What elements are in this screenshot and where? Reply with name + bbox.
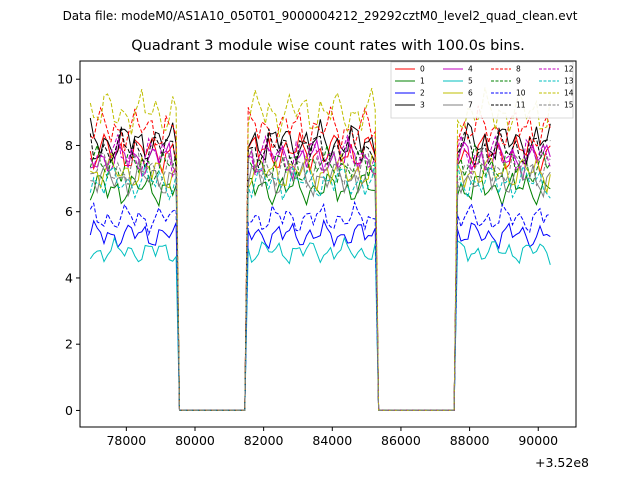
chart-title: Quadrant 3 module wise count rates with … [131,38,525,54]
y-tick-label: 4 [65,270,73,285]
y-axis: 0 2 4 6 8 10 [57,72,80,418]
legend-label: 2 [420,89,425,98]
series-line-15 [90,147,551,411]
legend-label: 3 [420,101,425,110]
x-axis: 78000 80000 82000 84000 86000 88000 90000 [106,427,558,448]
series-line-8 [89,105,551,411]
chart-suptitle: Data file: modeM0/AS1A10_050T01_90000042… [63,9,578,23]
series-line-2 [89,218,551,411]
legend-label: 15 [564,101,574,110]
x-tick-label: 78000 [106,433,146,448]
legend-label: 12 [564,65,574,74]
plot-lines [89,87,551,411]
axes-frame [79,60,577,428]
legend-label: 14 [564,89,574,98]
legend-label: 10 [516,89,526,98]
legend-label: 11 [516,101,526,110]
series-line-11 [89,125,551,411]
x-tick-label: 80000 [175,433,215,448]
y-tick-label: 2 [65,337,73,352]
legend-label: 6 [468,89,473,98]
y-tick-label: 6 [65,204,73,219]
series-line-10 [89,200,551,411]
legend-label: 5 [468,77,473,86]
series-line-7 [90,158,551,411]
legend-label: 13 [564,77,574,86]
x-offset-label: +3.52e8 [535,455,589,470]
legend-label: 0 [420,65,425,74]
x-tick-label: 90000 [518,433,558,448]
legend-label: 7 [468,101,473,110]
x-tick-label: 82000 [244,433,284,448]
x-tick-label: 88000 [450,433,490,448]
x-tick-label: 84000 [312,433,352,448]
y-tick-label: 0 [65,403,73,418]
x-tick-label: 86000 [381,433,421,448]
y-tick-label: 10 [57,72,73,87]
series-line-9 [89,144,551,411]
series-line-3 [89,117,551,411]
y-tick-label: 8 [65,138,73,153]
series-line-4 [89,136,551,411]
series-line-1 [89,171,551,411]
series-line-14 [89,87,551,411]
series-line-13 [89,161,551,411]
legend-label: 4 [468,65,473,74]
legend-label: 9 [516,77,521,86]
legend-label: 8 [516,65,521,74]
legend-box [390,61,574,119]
legend-label: 1 [420,77,425,86]
series-line-5 [89,236,551,411]
series-line-12 [90,134,551,411]
